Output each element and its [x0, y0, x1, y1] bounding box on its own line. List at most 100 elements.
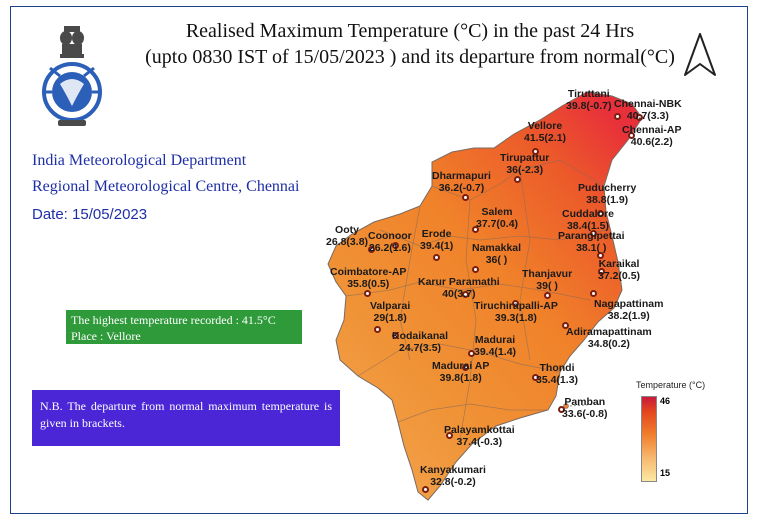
- station-value: 38.8(1.9): [586, 194, 629, 206]
- station-label: Pamban 33.6(-0.8): [562, 396, 608, 420]
- station-name: Valparai: [370, 300, 411, 312]
- station-name: Kodaikanal: [392, 330, 449, 342]
- station-value: 24.7(3.5): [399, 342, 442, 354]
- station-name: Adiramapattinam: [566, 326, 652, 338]
- tamil-nadu-landmass: [327, 91, 643, 501]
- station-marker: [468, 350, 475, 357]
- station-marker: [558, 406, 565, 413]
- station-marker: [614, 113, 621, 120]
- station-label: Palayamkottai 37.4(-0.3): [444, 424, 515, 448]
- station-name: Dharmapuri: [432, 170, 491, 182]
- station-label: Puducherry 38.8(1.9): [578, 182, 636, 206]
- station-label: Karur Paramathi 40(3.7): [418, 276, 500, 300]
- station-marker: [368, 246, 375, 253]
- station-value: 37.2(0.5): [598, 270, 641, 282]
- station-value: 39( ): [536, 280, 558, 292]
- station-value: 32.8(-0.2): [430, 476, 476, 488]
- station-value: 39.4(1): [420, 240, 454, 252]
- title-line-2: (upto 0830 IST of 15/05/2023 ) and its d…: [145, 46, 675, 68]
- station-name: Thanjavur: [522, 268, 573, 280]
- station-marker: [392, 242, 399, 249]
- station-name: Namakkal: [472, 242, 522, 254]
- station-marker: [472, 266, 479, 273]
- station-marker: [462, 194, 469, 201]
- station-label: Tiruchirapalli-AP 39.3(1.8): [474, 300, 558, 324]
- legend-max-label: 46: [660, 396, 671, 406]
- departure-note: N.B. The departure from normal maximum t…: [32, 390, 340, 446]
- station-label: Nagapattinam 38.2(1.9): [594, 298, 663, 322]
- station-label: Salem 37.7(0.4): [476, 206, 518, 230]
- station-label: Vellore 41.5(2.1): [524, 120, 566, 144]
- station-name: Cuddalore: [562, 208, 614, 220]
- highest-temp-place: Place : Vellore: [71, 329, 141, 343]
- station-label: Coimbatore-AP 35.8(0.5): [330, 266, 406, 290]
- station-label: Coonoor 26.2(1.6): [368, 230, 412, 254]
- station-value: 39.8(1.8): [439, 372, 482, 384]
- station-marker: [472, 226, 479, 233]
- station-value: 35.4(1.3): [536, 374, 579, 386]
- station-label: Kodaikanal 24.7(3.5): [392, 330, 448, 354]
- station-label: Thondi 35.4(1.3): [536, 362, 578, 386]
- centre-name: Regional Meteorological Centre, Chennai: [32, 178, 300, 195]
- station-value: 26.8(3.8): [326, 236, 369, 248]
- station-value: 41.5(2.1): [524, 132, 567, 144]
- station-marker: [562, 322, 569, 329]
- station-name: Tirupattur: [500, 152, 550, 164]
- station-marker: [628, 132, 635, 139]
- station-value: 33.6(-0.8): [562, 408, 608, 420]
- station-marker: [462, 364, 469, 371]
- station-label: Erode 39.4(1): [420, 228, 453, 252]
- station-name: Karur Paramathi: [418, 276, 500, 288]
- station-label: Adiramapattinam 34.8(0.2): [566, 326, 652, 350]
- station-label: Karaikal 37.2(0.5): [598, 258, 640, 282]
- station-label: Dharmapuri 36.2(-0.7): [432, 170, 491, 194]
- station-label: Tiruttani 39.8(-0.7): [566, 88, 612, 112]
- legend-title: Temperature (°C): [636, 380, 706, 390]
- station-value: 37.4(-0.3): [456, 436, 503, 448]
- station-value: 38.2(1.9): [607, 310, 650, 322]
- station-name: Puducherry: [578, 182, 637, 194]
- station-marker: [433, 254, 440, 261]
- station-name: Salem: [481, 206, 513, 218]
- station-marker: [598, 268, 605, 275]
- station-value: 35.8(0.5): [347, 278, 390, 290]
- station-label: Namakkal 36( ): [472, 242, 521, 266]
- station-marker: [462, 291, 469, 298]
- station-value: 36( ): [485, 254, 508, 266]
- legend-min-label: 15: [660, 468, 671, 478]
- station-label: Madurai 39.4(1.4): [474, 334, 516, 358]
- station-label: Valparai 29(1.8): [370, 300, 410, 324]
- station-name: Madurai: [474, 334, 516, 346]
- station-name: Nagapattinam: [594, 298, 664, 310]
- station-marker: [532, 374, 539, 381]
- station-label: Parangipettai 38.1( ): [558, 230, 625, 254]
- station-marker: [374, 326, 381, 333]
- station-value: 38.1( ): [576, 242, 607, 254]
- imd-emblem-icon: [42, 26, 102, 126]
- station-name: Kanyakumari: [420, 464, 486, 476]
- station-marker: [544, 292, 551, 299]
- station-value: 40(3.7): [442, 288, 476, 300]
- station-name: Chennai-AP: [622, 124, 682, 136]
- station-marker: [446, 432, 453, 439]
- station-name: Parangipettai: [558, 230, 625, 242]
- station-value: 37.7(0.4): [476, 218, 519, 230]
- station-name: Thondi: [539, 362, 575, 374]
- station-name: Vellore: [527, 120, 563, 132]
- station-value: 36.2(-0.7): [438, 182, 485, 194]
- highest-temp-text: The highest temperature recorded : 41.5°…: [71, 313, 276, 327]
- station-label: Kanyakumari 32.8(-0.2): [420, 464, 486, 488]
- org-name: India Meteorological Department: [32, 152, 247, 169]
- station-marker: [392, 332, 399, 339]
- station-name: Chennai-NBK: [614, 98, 682, 110]
- station-value: 39.4(1.4): [474, 346, 517, 358]
- station-value: 40.7(3.3): [626, 110, 669, 122]
- station-marker: [590, 290, 597, 297]
- map-title: Realised Maximum Temperature (°C) in the…: [100, 18, 720, 70]
- station-marker: [636, 114, 643, 121]
- station-marker: [597, 252, 604, 259]
- station-name: Tiruttani: [567, 88, 610, 100]
- station-name: Coonoor: [368, 230, 412, 242]
- station-name: Coimbatore-AP: [330, 266, 407, 278]
